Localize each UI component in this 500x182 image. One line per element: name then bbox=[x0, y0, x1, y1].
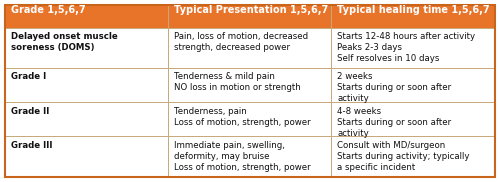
Text: Delayed onset muscle
soreness (DOMS): Delayed onset muscle soreness (DOMS) bbox=[11, 32, 118, 52]
Text: Grade I: Grade I bbox=[11, 72, 46, 81]
Text: Pain, loss of motion, decreased
strength, decreased power: Pain, loss of motion, decreased strength… bbox=[174, 32, 308, 52]
Bar bbox=[332, 102, 495, 136]
Bar bbox=[332, 68, 495, 102]
Bar bbox=[332, 5, 495, 28]
Text: Immediate pain, swelling,
deformity, may bruise
Loss of motion, strength, power: Immediate pain, swelling, deformity, may… bbox=[174, 141, 310, 172]
Text: Typical Presentation 1,5,6,7: Typical Presentation 1,5,6,7 bbox=[174, 5, 328, 15]
Text: 2 weeks
Starts during or soon after
activity: 2 weeks Starts during or soon after acti… bbox=[337, 72, 452, 104]
Bar bbox=[5, 28, 168, 68]
Bar bbox=[168, 136, 332, 177]
Bar bbox=[332, 136, 495, 177]
Text: Grade 1,5,6,7: Grade 1,5,6,7 bbox=[11, 5, 86, 15]
Text: Consult with MD/surgeon
Starts during activity; typically
a specific incident: Consult with MD/surgeon Starts during ac… bbox=[337, 141, 469, 172]
Bar bbox=[5, 136, 168, 177]
Text: Grade III: Grade III bbox=[11, 141, 52, 150]
Text: Grade II: Grade II bbox=[11, 106, 50, 116]
Bar bbox=[168, 102, 332, 136]
Bar bbox=[168, 68, 332, 102]
Bar bbox=[5, 5, 168, 28]
Bar bbox=[5, 102, 168, 136]
Text: Tenderness & mild pain
NO loss in motion or strength: Tenderness & mild pain NO loss in motion… bbox=[174, 72, 300, 92]
Bar bbox=[168, 5, 332, 28]
Text: Tenderness, pain
Loss of motion, strength, power: Tenderness, pain Loss of motion, strengt… bbox=[174, 106, 310, 127]
Text: Typical healing time 1,5,6,7: Typical healing time 1,5,6,7 bbox=[337, 5, 490, 15]
Bar bbox=[332, 28, 495, 68]
Bar bbox=[5, 68, 168, 102]
Bar bbox=[168, 28, 332, 68]
Text: 4-8 weeks
Starts during or soon after
activity: 4-8 weeks Starts during or soon after ac… bbox=[337, 106, 452, 138]
Text: Starts 12-48 hours after activity
Peaks 2-3 days
Self resolves in 10 days: Starts 12-48 hours after activity Peaks … bbox=[337, 32, 475, 63]
